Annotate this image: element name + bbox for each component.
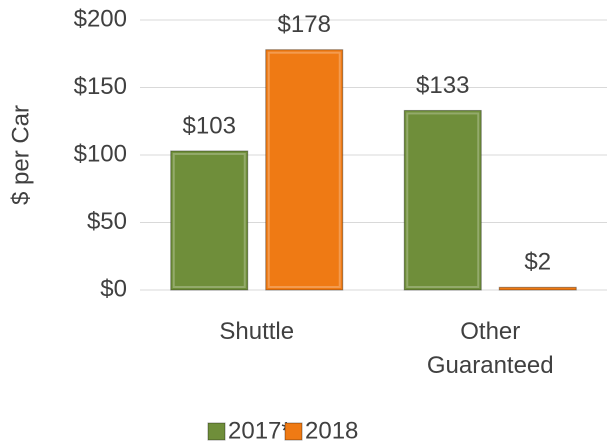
x-tick-label: Other Guaranteed	[426, 318, 554, 379]
y-tick-label: $150	[74, 73, 127, 100]
y-tick-label: $200	[74, 5, 127, 32]
data-label: $2	[524, 249, 551, 276]
legend-label: 2017*	[228, 417, 291, 444]
data-label: $103	[183, 112, 236, 139]
y-tick-label: $100	[74, 140, 127, 167]
y-tick-label: $50	[87, 208, 127, 235]
legend-label: 2018	[305, 417, 358, 444]
y-tick-label: $0	[100, 275, 127, 302]
bar-bevel	[267, 51, 341, 289]
legend-swatch	[284, 422, 303, 441]
legend-swatch	[207, 422, 226, 441]
bar-bevel	[406, 112, 480, 288]
bar	[403, 109, 482, 291]
data-label: $133	[416, 72, 469, 99]
bar	[170, 150, 249, 291]
y-axis-label: $ per Car	[7, 105, 34, 205]
bar-bevel	[172, 152, 246, 288]
x-tick-label: Shuttle	[219, 318, 295, 345]
data-label: $178	[278, 11, 331, 38]
bar	[498, 286, 577, 291]
bar	[265, 49, 344, 291]
